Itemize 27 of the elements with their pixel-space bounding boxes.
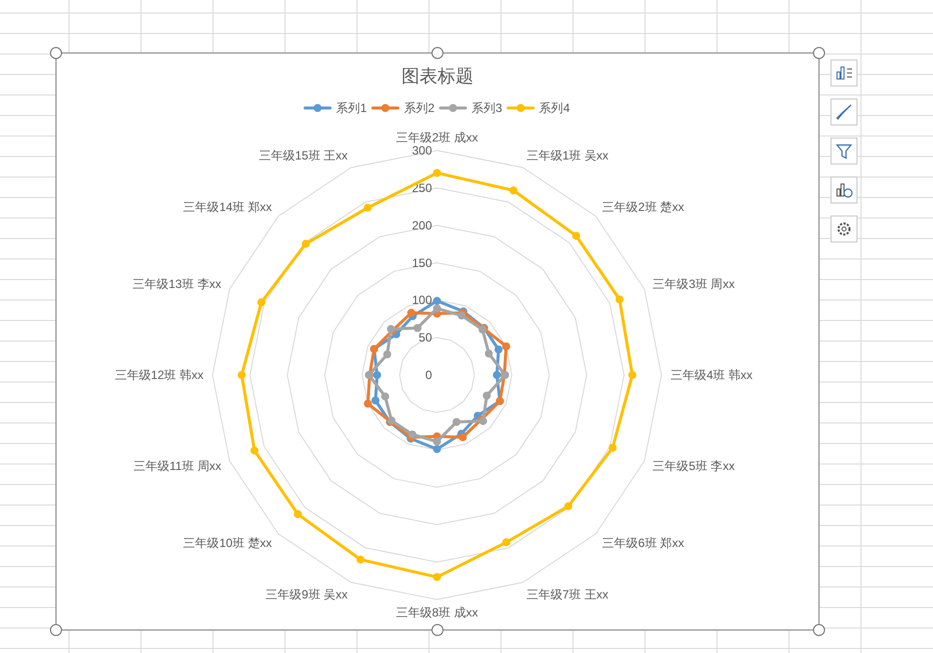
spoke-label: 三年级9班 吴xx bbox=[266, 587, 348, 602]
spoke-label: 三年级2班 成xx bbox=[396, 130, 478, 144]
legend-label: 系列4 bbox=[539, 101, 570, 115]
spoke-label: 三年级13班 李xx bbox=[132, 277, 222, 292]
spoke-label: 三年级14班 郑xx bbox=[183, 200, 272, 214]
y-tick-label: 0 bbox=[425, 368, 432, 382]
spoke-label: 三年级15班 王xx bbox=[258, 148, 348, 163]
spoke-label: 三年级2班 楚xx bbox=[602, 200, 684, 214]
spoke-label: 三年级3班 周xx bbox=[652, 277, 735, 292]
y-tick-label: 150 bbox=[412, 256, 432, 270]
y-tick-label: 100 bbox=[412, 293, 432, 308]
spoke-label: 三年级6班 郑xx bbox=[602, 536, 684, 550]
spoke-label: 三年级11班 周xx bbox=[133, 458, 222, 473]
chart-title: 图表标题 bbox=[402, 66, 474, 86]
legend-label: 系列1 bbox=[336, 101, 368, 115]
spoke-label: 三年级1班 吴xx bbox=[526, 148, 608, 163]
y-tick-label: 50 bbox=[418, 330, 432, 345]
legend-label: 系列2 bbox=[404, 101, 435, 115]
y-tick-label: 200 bbox=[412, 218, 432, 232]
legend-label: 系列3 bbox=[472, 101, 502, 115]
spoke-label: 三年级8班 成xx bbox=[396, 606, 478, 620]
spoke-label: 三年级4班 韩xx bbox=[670, 368, 753, 382]
y-tick-label: 300 bbox=[412, 144, 432, 158]
spoke-label: 三年级10班 楚xx bbox=[183, 536, 272, 550]
spoke-label: 三年级7班 王xx bbox=[526, 587, 608, 602]
spoke-label: 三年级5班 李xx bbox=[652, 458, 735, 473]
spoke-label: 三年级12班 韩xx bbox=[114, 368, 204, 382]
